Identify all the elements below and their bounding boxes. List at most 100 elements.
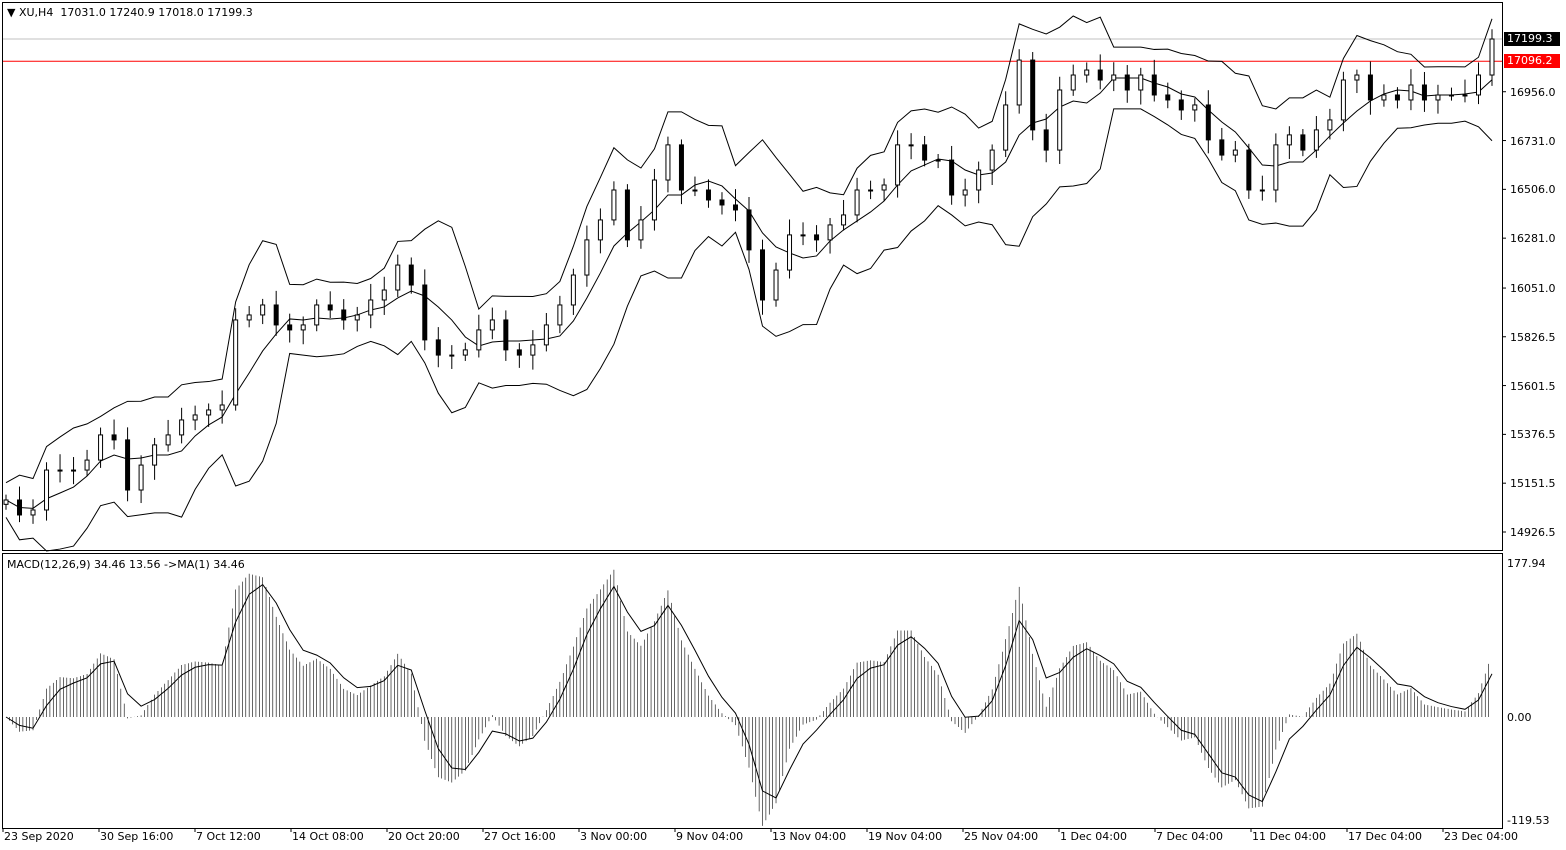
- candle: [1003, 104, 1009, 151]
- candle: [192, 414, 198, 421]
- candle: [395, 264, 401, 291]
- candle: [1354, 74, 1360, 81]
- candle: [1232, 149, 1238, 156]
- candle: [449, 354, 455, 357]
- candle: [1475, 74, 1481, 96]
- candle: [570, 274, 576, 306]
- candle: [638, 219, 644, 241]
- candle: [381, 289, 387, 301]
- candle: [611, 189, 617, 221]
- candle: [651, 179, 657, 221]
- candle: [1070, 74, 1076, 91]
- candle: [678, 144, 684, 191]
- symbol-label: XU,H4: [18, 6, 54, 19]
- time-axis-label: 23 Dec 04:00: [1444, 830, 1518, 843]
- time-axis-label: 25 Nov 04:00: [964, 830, 1039, 843]
- candle: [1043, 129, 1049, 151]
- macd-axis-label: 177.94: [1507, 556, 1546, 570]
- candle: [44, 469, 50, 511]
- macd-header: MACD(12,26,9) 34.46 13.56 ->MA(1) 34.46: [7, 558, 245, 571]
- symbol-header: ▼ XU,H4 17031.0 17240.9 17018.0 17199.3: [7, 6, 253, 19]
- candle: [841, 214, 847, 226]
- time-axis-label: 23 Sep 2020: [4, 830, 74, 843]
- candle: [1273, 144, 1279, 191]
- candle: [705, 189, 711, 201]
- candle: [1030, 59, 1036, 131]
- candle: [503, 319, 509, 351]
- candle: [206, 409, 212, 416]
- candle: [1367, 74, 1373, 101]
- candle: [1489, 38, 1495, 76]
- price-axis-label: 16281.0: [1510, 232, 1556, 246]
- candle: [665, 144, 671, 181]
- current-price-tag: 17199.3: [1504, 32, 1560, 46]
- candle: [1381, 94, 1387, 101]
- candle: [354, 314, 360, 321]
- time-axis-label: 9 Nov 04:00: [676, 830, 744, 843]
- candle: [1016, 59, 1022, 106]
- candle: [908, 144, 914, 147]
- time-axis-label: 30 Sep 16:00: [100, 830, 174, 843]
- candle: [773, 269, 779, 301]
- candle: [314, 304, 320, 326]
- candle: [787, 234, 793, 271]
- candle: [30, 509, 36, 516]
- candle: [1165, 94, 1171, 101]
- price-axis-label: 16051.0: [1510, 282, 1556, 296]
- price-axis-label: 14926.5: [1510, 525, 1556, 539]
- price-panel: [3, 15, 1502, 552]
- candle: [881, 184, 887, 191]
- candle: [1259, 189, 1265, 192]
- candle: [1097, 69, 1103, 81]
- candle: [827, 224, 833, 241]
- candle: [854, 189, 860, 216]
- candle: [935, 159, 941, 162]
- candle: [516, 349, 522, 356]
- candle: [341, 309, 347, 321]
- candle: [138, 464, 144, 491]
- candle: [1435, 94, 1441, 101]
- candle: [71, 469, 77, 472]
- time-axis-label: 19 Nov 04:00: [868, 830, 943, 843]
- dropdown-triangle-icon[interactable]: ▼: [7, 6, 16, 19]
- axes: [2, 91, 1506, 832]
- candle: [17, 499, 23, 516]
- candle: [489, 319, 495, 331]
- candle: [179, 419, 185, 436]
- candle: [760, 249, 766, 301]
- macd-signal-line: [5, 583, 1493, 803]
- time-axis-label: 17 Dec 04:00: [1348, 830, 1422, 843]
- candle: [1219, 139, 1225, 156]
- level-price-tag: 17096.2: [1504, 54, 1560, 68]
- time-axis-label: 3 Nov 00:00: [580, 830, 648, 843]
- candle: [692, 189, 698, 192]
- candle: [814, 234, 820, 241]
- price-axis-label: 15151.5: [1510, 477, 1556, 491]
- candle: [327, 304, 333, 311]
- time-axis-label: 13 Nov 04:00: [772, 830, 847, 843]
- candle: [1057, 89, 1063, 151]
- candle: [435, 339, 441, 356]
- time-axis-label: 14 Oct 08:00: [292, 830, 364, 843]
- candle: [1151, 74, 1157, 96]
- candle: [1084, 69, 1090, 76]
- macd-panel: [5, 569, 1493, 826]
- candle: [300, 324, 306, 331]
- time-axis-label: 20 Oct 20:00: [388, 830, 460, 843]
- candle: [1192, 104, 1198, 111]
- candle: [868, 189, 874, 192]
- candle: [1394, 94, 1400, 101]
- candle: [1205, 104, 1211, 141]
- candle: [530, 344, 536, 356]
- candle: [125, 439, 131, 491]
- candle: [732, 204, 738, 211]
- candle: [219, 404, 225, 411]
- candle: [719, 199, 725, 206]
- candle: [260, 304, 266, 316]
- candle: [1286, 134, 1292, 146]
- candle: [543, 324, 549, 346]
- price-axis-label: 16506.0: [1510, 183, 1556, 197]
- candle: [1327, 119, 1333, 131]
- candle: [800, 234, 806, 237]
